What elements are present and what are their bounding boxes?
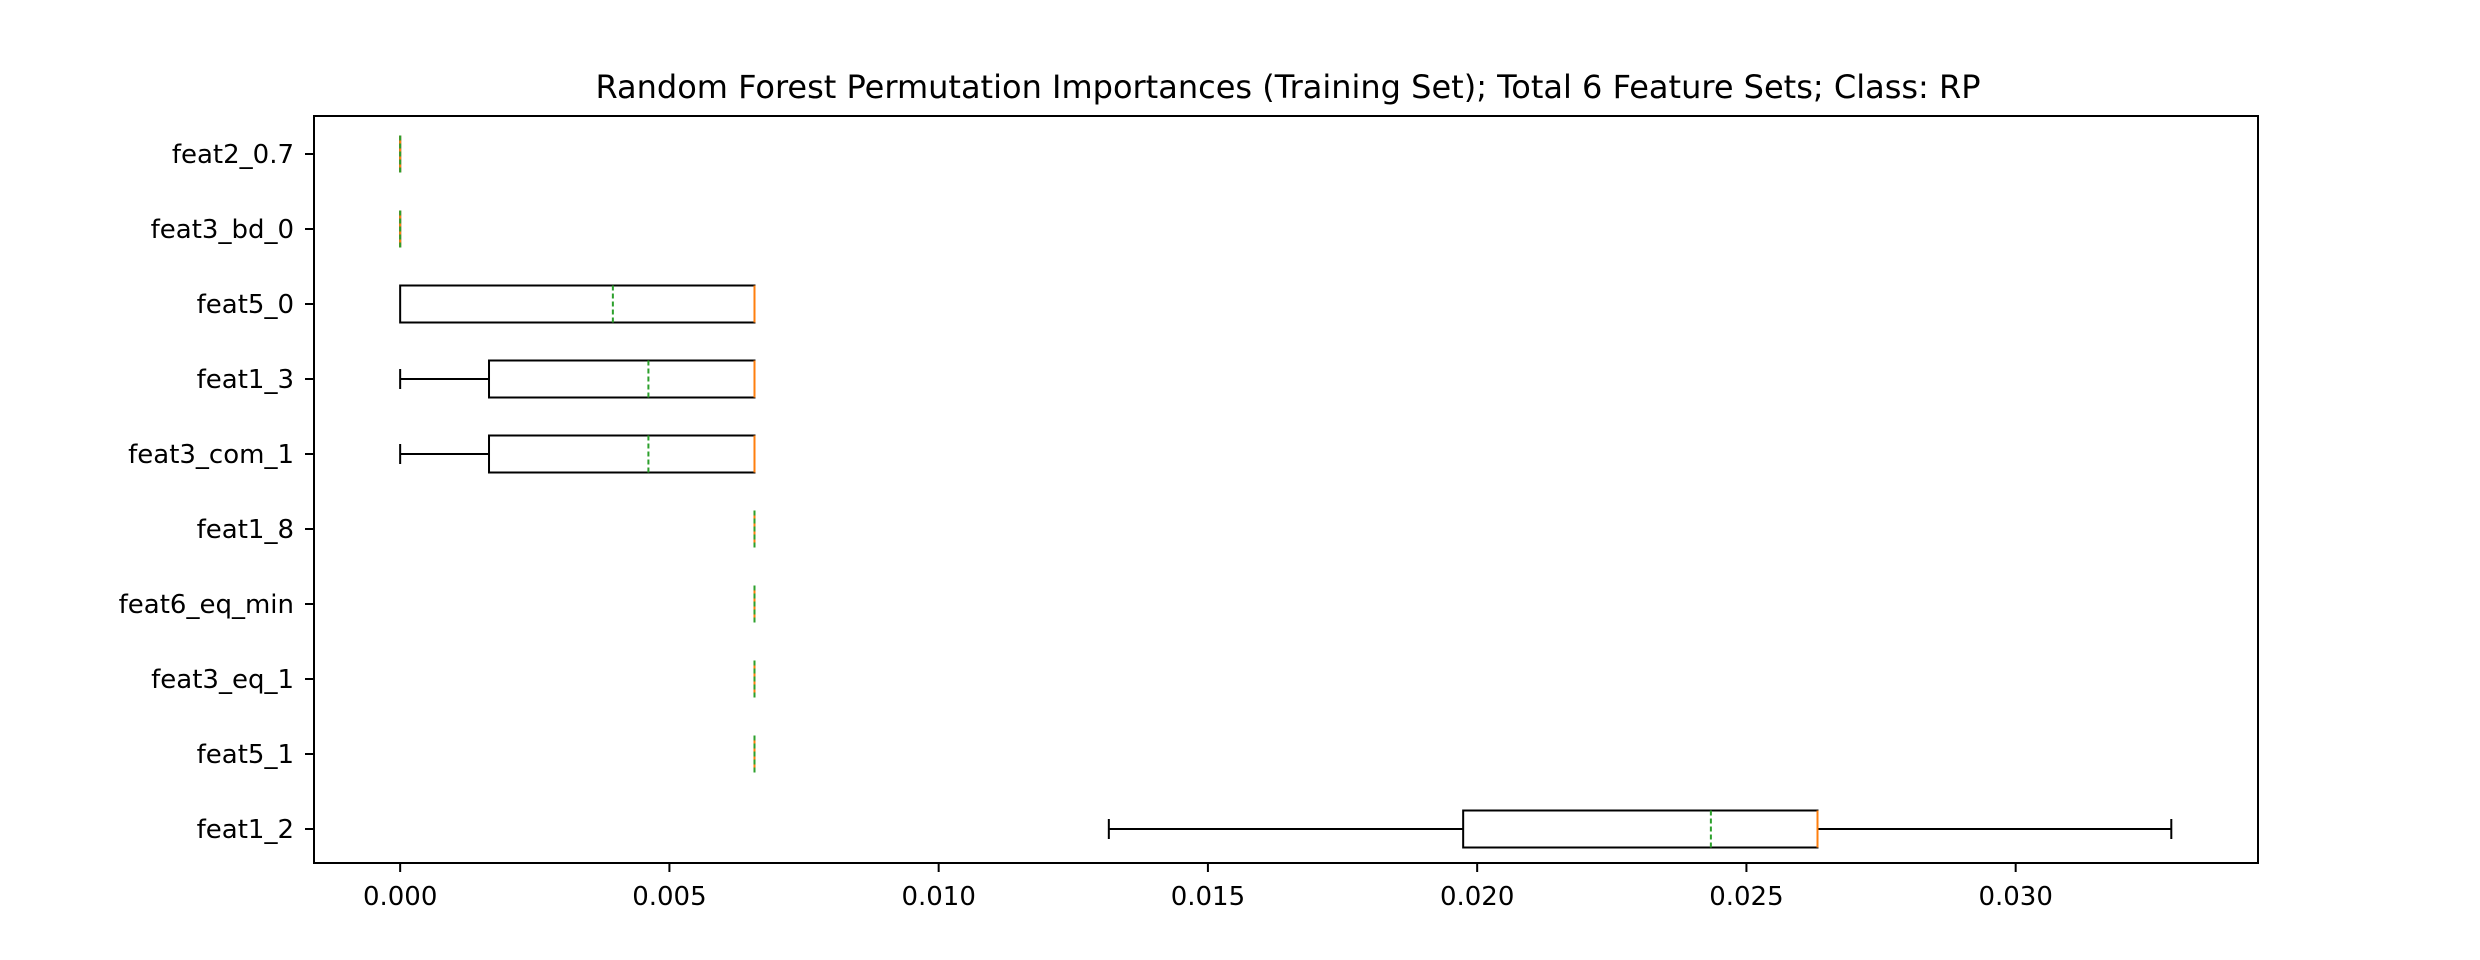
box-feat1-2 (1107, 809, 2173, 849)
x-tick-label: 0.000 (363, 882, 437, 912)
iqr-box (488, 434, 756, 474)
x-tick-label: 0.020 (1440, 882, 1514, 912)
box-feat5-0 (399, 284, 756, 324)
box-feat3-com-1 (399, 434, 756, 474)
x-tick-label: 0.025 (1709, 882, 1783, 912)
y-tick-label: feat5_0 (197, 290, 294, 320)
iqr-box (488, 359, 756, 399)
y-tick-label: feat3_com_1 (128, 440, 294, 470)
x-tick-label: 0.030 (1978, 882, 2052, 912)
x-tick-label: 0.010 (901, 882, 975, 912)
y-axis: feat2_0.7 feat3_bd_0 feat5_0 feat1_3 feat3_c… (119, 140, 314, 845)
y-tick-label: feat3_eq_1 (151, 665, 294, 695)
box-series (399, 135, 2173, 849)
x-axis: 0.000 0.005 0.010 0.015 0.020 0.025 0.030 (363, 863, 2053, 912)
y-tick-label: feat3_bd_0 (151, 215, 294, 245)
plot-area-frame (313, 115, 2259, 864)
y-tick-label: feat2_0.7 (172, 140, 294, 170)
iqr-box (399, 284, 756, 324)
iqr-box (1462, 809, 1819, 849)
box-feat1-3 (399, 359, 756, 399)
y-tick-label: feat6_eq_min (119, 590, 294, 620)
y-tick-label: feat5_1 (197, 740, 294, 770)
y-tick-label: feat1_3 (197, 365, 294, 395)
y-tick-label: feat1_2 (197, 815, 294, 845)
x-tick-label: 0.005 (632, 882, 706, 912)
x-tick-label: 0.015 (1171, 882, 1245, 912)
chart-title: Random Forest Permutation Importances (T… (595, 68, 1980, 106)
y-tick-label: feat1_8 (197, 515, 294, 545)
